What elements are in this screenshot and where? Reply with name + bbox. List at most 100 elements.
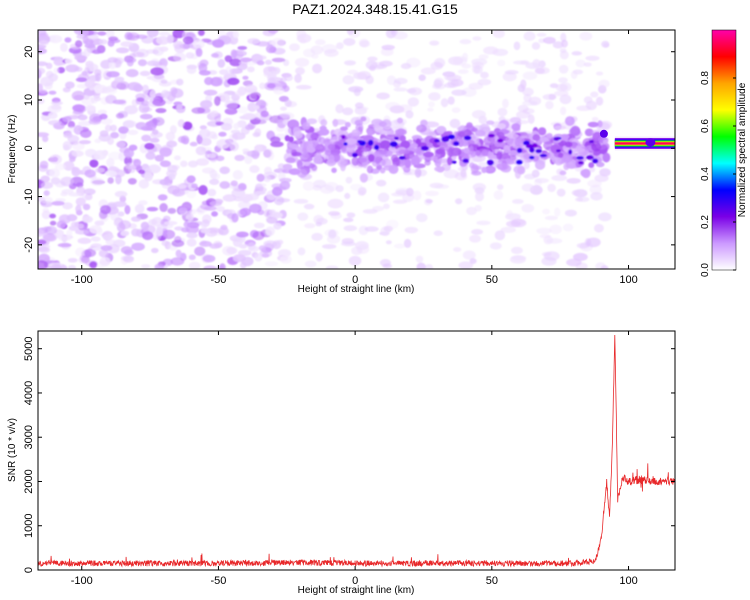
heatmap-cell (471, 110, 486, 119)
heatmap-cell (462, 158, 469, 164)
snr-line (38, 334, 675, 568)
heatmap-cell (123, 255, 135, 263)
heatmap-cell (390, 154, 399, 163)
heatmap-cell (367, 139, 374, 146)
heatmap-cell (536, 32, 547, 37)
heatmap-cell (374, 156, 381, 164)
heatmap-cell (513, 41, 521, 51)
heatmap-cell (84, 248, 97, 258)
heatmap-cell (376, 92, 390, 100)
heatmap-cell (76, 223, 85, 229)
heatmap-cell (53, 67, 60, 74)
heatmap-cell (396, 117, 403, 124)
heatmap-cell (224, 107, 238, 115)
heatmap-cell (584, 237, 592, 247)
heatmap-cell (511, 255, 527, 261)
heatmap-cell (351, 152, 358, 158)
x-tick-label: -50 (210, 575, 226, 587)
colorbar-label: Normalized spectral amplitude (737, 82, 748, 217)
heatmap-cell (556, 188, 566, 197)
heatmap-cell (246, 61, 257, 66)
heatmap-cell (576, 196, 590, 202)
heatmap-cell (235, 51, 244, 57)
heatmap-cell (260, 110, 269, 118)
heatmap-cell (584, 128, 594, 137)
colorbar-gradient (711, 29, 737, 271)
heatmap-cell (68, 264, 77, 269)
heatmap-cell (532, 59, 541, 68)
heatmap-cell (83, 188, 96, 195)
heatmap-cell (416, 124, 427, 133)
heatmap-cell (429, 40, 440, 46)
heatmap-cell (249, 165, 260, 174)
heatmap-cell (244, 84, 258, 94)
heatmap-cell (382, 263, 393, 269)
heatmap-cell (230, 49, 238, 59)
heatmap-cell (73, 30, 86, 35)
heatmap-cell (497, 138, 504, 143)
heatmap-cell (597, 120, 603, 128)
heatmap-cell (58, 235, 72, 242)
heatmap-cell (259, 82, 266, 90)
heatmap-cell (516, 147, 523, 154)
heatmap-cell (144, 142, 155, 150)
heatmap-cell (138, 169, 146, 175)
heatmap-cell (551, 156, 562, 164)
heatmap-cell (559, 170, 567, 176)
heatmap-cell (302, 122, 311, 130)
heatmap-cell (50, 177, 61, 185)
snr-frame (37, 330, 676, 571)
heatmap-cell (344, 60, 356, 66)
heatmap-cell (378, 121, 387, 127)
heatmap-cell (389, 141, 398, 147)
heatmap-cell (231, 213, 239, 223)
heatmap-cell (95, 167, 105, 173)
heatmap-cell (218, 131, 227, 137)
heatmap-cell (62, 141, 73, 151)
heatmap-cell (237, 106, 249, 114)
heatmap-cell (154, 263, 165, 269)
heatmap-cell (294, 73, 302, 83)
heatmap-cell (160, 79, 168, 84)
heatmap-cell (229, 141, 239, 152)
heatmap-cell (190, 208, 197, 215)
heatmap-cell (89, 159, 99, 168)
heatmap-cell (342, 75, 355, 85)
heatmap-cell (180, 160, 188, 168)
heatmap-cell (263, 171, 278, 180)
heatmap-cell (38, 83, 44, 93)
colorbar-ticks: 0.0 0.2 0.4 0.6 0.8 (700, 71, 736, 277)
heatmap-cell (286, 101, 298, 108)
heatmap-cell (253, 55, 267, 61)
heatmap-cell (252, 132, 261, 138)
heatmap-cell (282, 163, 293, 170)
colorbar-tick-label: 0.4 (700, 167, 711, 181)
heatmap-cell (95, 72, 102, 82)
heatmap-cell (237, 200, 251, 210)
heatmap-cell (44, 225, 58, 235)
heatmap-cell (293, 198, 309, 204)
heatmap-cell (217, 58, 226, 68)
heatmap-cell (128, 164, 136, 174)
heatmap-cell (543, 36, 556, 44)
heatmap-cell (313, 155, 323, 165)
heatmap-cell (131, 242, 145, 251)
heatmap-cell (522, 100, 538, 106)
heatmap-cell (585, 55, 600, 61)
heatmap-cell (155, 107, 167, 114)
heatmap-cell (469, 258, 477, 264)
heatmap-cell (126, 32, 140, 41)
heatmap-cell (320, 119, 328, 127)
heatmap-cell (191, 107, 206, 114)
tone-highlight (645, 138, 656, 147)
heatmap-cell (311, 54, 319, 59)
heatmap-cell (75, 229, 90, 235)
heatmap-cell (351, 156, 360, 166)
heatmap-cell (529, 147, 535, 153)
heatmap-cell (472, 36, 482, 41)
heatmap-cell (404, 158, 411, 169)
heatmap-cell (593, 151, 601, 157)
heatmap-cell (239, 207, 252, 217)
heatmap-cell (283, 74, 294, 82)
